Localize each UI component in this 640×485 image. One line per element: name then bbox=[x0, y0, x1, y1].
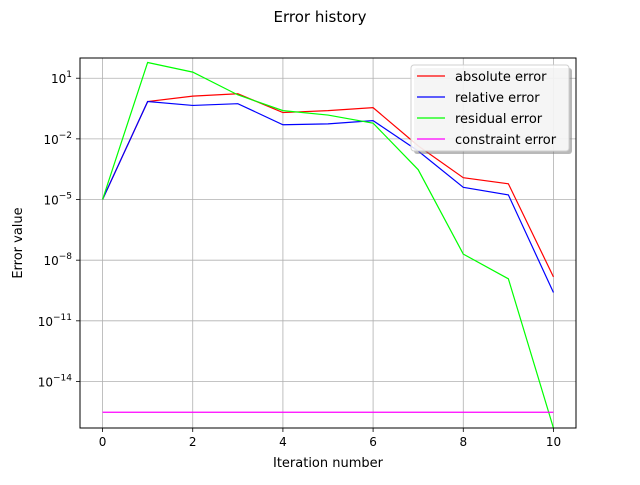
grid bbox=[80, 58, 576, 428]
y-axis-label: Error value bbox=[11, 207, 26, 278]
y-tick-exponent: −8 bbox=[59, 252, 73, 262]
legend-label: residual error bbox=[455, 112, 543, 127]
x-tick-label: 2 bbox=[189, 435, 197, 449]
y-tick-exponent: 1 bbox=[66, 70, 72, 80]
legend: absolute error relative error residual err… bbox=[410, 64, 572, 154]
y-tick-exponent: −2 bbox=[59, 131, 72, 141]
y-tick-label: 10−11 bbox=[38, 313, 72, 329]
y-tick-exponent: −11 bbox=[53, 313, 72, 323]
x-axis-label: Iteration number bbox=[273, 456, 384, 471]
x-tick-label: 0 bbox=[99, 435, 107, 449]
legend-label: relative error bbox=[455, 91, 540, 106]
y-tick-base: 10 bbox=[38, 375, 53, 389]
x-tick-label: 8 bbox=[459, 435, 467, 449]
series-line-residual-error bbox=[101, 61, 555, 428]
series-lines bbox=[101, 61, 555, 428]
y-tick-label: 101 bbox=[51, 70, 72, 86]
y-tick-base: 10 bbox=[38, 315, 53, 329]
legend-label: absolute error bbox=[455, 70, 547, 85]
y-tick-exponent: −14 bbox=[53, 373, 72, 383]
y-tick-base: 10 bbox=[43, 133, 58, 147]
series-line-relative-error bbox=[102, 100, 554, 293]
y-tick-base: 10 bbox=[51, 72, 66, 86]
chart-title: Error history bbox=[274, 8, 367, 26]
y-tick-label: 10−2 bbox=[43, 131, 72, 147]
y-tick-label: 10−5 bbox=[43, 192, 72, 208]
y-tick-base: 10 bbox=[43, 254, 58, 268]
y-tick-label: 10−8 bbox=[43, 252, 72, 268]
x-axis-ticks: 0 2 4 6 8 10 bbox=[99, 428, 561, 449]
y-tick-label: 10−14 bbox=[38, 373, 73, 389]
y-tick-exponent: −5 bbox=[59, 192, 72, 202]
legend-label: constraint error bbox=[455, 133, 557, 148]
y-tick-base: 10 bbox=[43, 194, 58, 208]
x-tick-label: 10 bbox=[546, 435, 561, 449]
axes-frame bbox=[79, 57, 577, 429]
x-tick-label: 4 bbox=[279, 435, 287, 449]
series-line-absolute-error bbox=[102, 93, 554, 278]
legend-box bbox=[410, 64, 570, 152]
x-tick-label: 6 bbox=[369, 435, 377, 449]
